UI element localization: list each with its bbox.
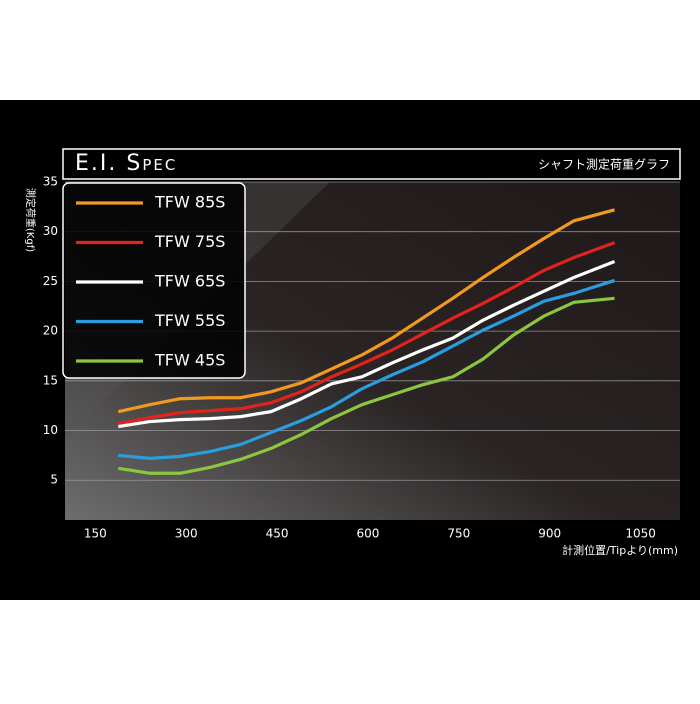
y-axis-label: 測定荷重(Kgf) <box>24 188 37 252</box>
series-line <box>118 260 616 429</box>
x-tick-label: 150 <box>84 527 107 541</box>
y-tick-label: 10 <box>43 423 58 437</box>
legend-label: TFW 75S <box>154 232 225 251</box>
chart-title: E.I. Spec <box>75 151 177 176</box>
y-tick-label: 20 <box>43 324 58 338</box>
legend <box>62 182 246 379</box>
y-tick-label: 30 <box>43 224 58 238</box>
x-tick-label: 750 <box>447 527 470 541</box>
series-line <box>118 241 616 426</box>
series-line <box>117 208 615 414</box>
x-axis-label: 計測位置/Tipより(mm) <box>562 543 678 557</box>
x-tick-label: 450 <box>266 527 289 541</box>
y-tick-label: 5 <box>50 473 58 487</box>
legend-label: TFW 65S <box>154 272 225 291</box>
x-tick-label: 300 <box>175 527 198 541</box>
x-tick-label: 1050 <box>625 527 656 541</box>
x-tick-label: 900 <box>538 527 561 541</box>
legend-label: TFW 85S <box>154 193 225 212</box>
x-tick-label: 600 <box>357 527 380 541</box>
legend-label: TFW 45S <box>154 351 225 370</box>
chart-subtitle: シャフト測定荷重グラフ <box>538 157 670 172</box>
y-tick-label: 15 <box>43 373 58 387</box>
series-line <box>118 296 615 475</box>
title-box <box>62 148 681 180</box>
y-tick-label: 25 <box>43 274 58 288</box>
legend-label: TFW 55S <box>154 311 225 330</box>
y-tick-label: 35 <box>43 175 58 189</box>
series-line <box>118 278 616 460</box>
